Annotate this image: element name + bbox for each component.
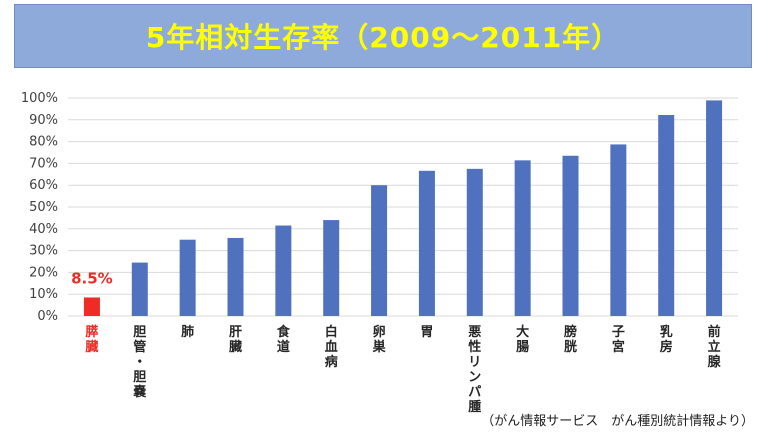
y-tick-label: 100% [21,91,58,106]
category-label-char: 卵 [373,324,386,340]
category-label-char: 大 [516,324,529,340]
category-label-char: 立 [708,339,721,355]
category-label-char: 腸 [516,340,529,355]
bar [371,185,388,316]
category-label-char: ・ [133,355,146,370]
category-label-char: 子 [612,325,625,340]
category-label-char: 管 [133,339,146,355]
category-label-char: リ [468,355,481,370]
y-tick-label: 90% [29,113,58,128]
category-label-char: 腺 [708,354,722,370]
category-label-char: 宮 [612,339,625,355]
y-tick-label: 0% [37,309,58,324]
category-label-char: 血 [325,339,338,355]
bar [83,297,100,316]
category-label-char: 膵 [85,324,98,340]
category-label-char: パ [468,385,481,400]
category-label-char: 食 [277,324,291,340]
category-label-char: 道 [277,339,290,355]
category-label-char: 胱 [564,340,577,355]
source-note: （がん情報サービス がん種別統計情報より） [481,414,754,429]
category-label-char: 巣 [372,339,387,355]
y-tick-label: 30% [29,244,58,259]
bar [418,170,435,316]
bar [179,239,196,316]
title-banner: 5年相対生存率（2009〜2011年） [14,4,752,68]
y-tick-label: 70% [29,156,58,171]
bar [227,237,244,316]
y-tick-label: 60% [29,178,58,193]
bar [131,262,148,316]
category-label-char: 嚢 [132,384,147,400]
category-label-char: 臓 [229,339,242,355]
category-label-char: 肺 [181,324,194,340]
y-tick-label: 40% [29,222,58,237]
y-tick-label: 10% [29,287,58,302]
data-label: 8.5% [71,269,113,287]
category-label-char: 臓 [85,339,98,355]
category-label-char: 胃 [420,325,433,340]
category-label-char: 白 [325,324,338,340]
bar [275,225,292,316]
category-label-char: 性 [468,339,481,355]
category-label-char: 腫 [468,399,481,415]
bar [466,168,483,316]
category-label-char: 前 [708,324,721,340]
bar [610,144,627,316]
y-tick-label: 80% [29,135,58,150]
category-label-char: 悪 [468,325,481,340]
bar [562,155,579,316]
category-label-char: 病 [325,354,338,370]
category-label-char: 胆 [133,325,146,340]
category-label-char: 胆 [133,370,146,385]
y-tick-label: 20% [29,265,58,280]
category-label-char: 房 [660,339,673,355]
bar [323,220,340,316]
bar [706,100,723,316]
category-label-char: 肝 [229,325,242,340]
chart-title: 5年相対生存率（2009〜2011年） [145,21,621,54]
bar [658,115,675,316]
category-label-char: ン [468,370,481,385]
bar [514,160,531,316]
category-label-char: 乳 [660,324,673,340]
y-tick-label: 50% [29,200,58,215]
category-label-char: 膀 [563,324,577,340]
